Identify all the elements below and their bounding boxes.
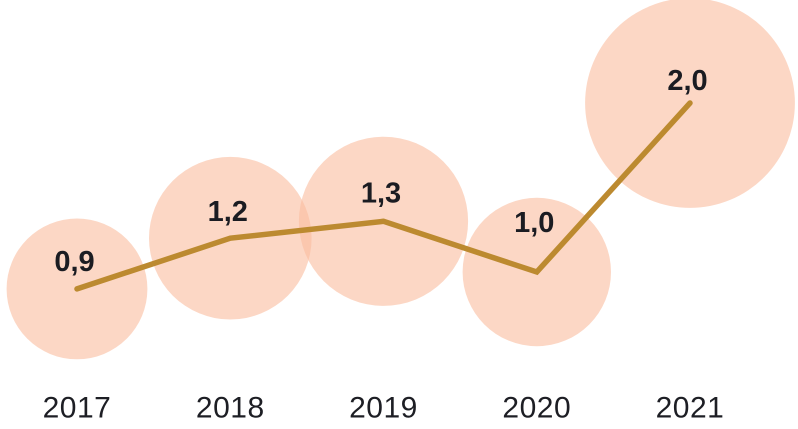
x-axis-label-2017: 2017 (43, 392, 112, 425)
x-axis-label-2021: 2021 (656, 392, 725, 425)
value-label-layer: 0,9 1,2 1,3 1,0 2,0 (54, 65, 707, 278)
x-axis-label-layer: 2017 2018 2019 2020 2021 (43, 392, 725, 425)
value-label-2020: 1,0 (514, 207, 554, 239)
value-label-2021: 2,0 (667, 65, 707, 97)
x-axis-label-2019: 2019 (349, 392, 418, 425)
x-axis-label-2020: 2020 (502, 392, 571, 425)
value-label-2017: 0,9 (54, 246, 94, 278)
trend-line (74, 100, 693, 292)
x-axis-label-2018: 2018 (196, 392, 265, 425)
value-label-2018: 1,2 (208, 196, 248, 228)
value-label-2019: 1,3 (361, 177, 401, 209)
